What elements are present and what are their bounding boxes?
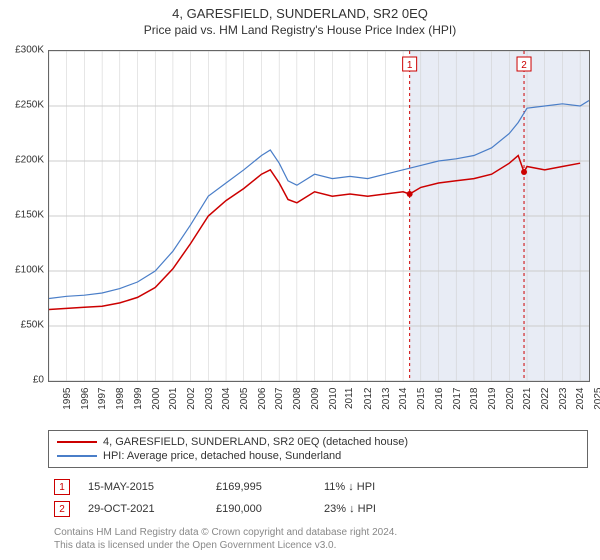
x-tick-label: 2025: [593, 388, 600, 410]
chart-subtitle: Price paid vs. HM Land Registry's House …: [0, 23, 600, 37]
chart-svg: 12: [49, 51, 589, 381]
x-tick-label: 2011: [344, 388, 355, 410]
title-block: 4, GARESFIELD, SUNDERLAND, SR2 0EQ Price…: [0, 0, 600, 37]
x-tick-label: 2001: [168, 388, 179, 410]
x-tick-label: 2007: [274, 388, 285, 410]
chart-title: 4, GARESFIELD, SUNDERLAND, SR2 0EQ: [0, 6, 600, 21]
y-tick-label: £100K: [4, 265, 44, 276]
x-tick-label: 1995: [62, 388, 73, 410]
x-tick-label: 2015: [416, 388, 427, 410]
y-tick-label: £50K: [4, 320, 44, 331]
sale-row: 1 15-MAY-2015 £169,995 11% ↓ HPI: [48, 476, 588, 498]
x-tick-label: 2008: [292, 388, 303, 410]
sale-rows: 1 15-MAY-2015 £169,995 11% ↓ HPI 2 29-OCT-202…: [48, 476, 588, 520]
attribution-line1: Contains HM Land Registry data © Crown c…: [54, 526, 582, 539]
x-tick-label: 2014: [398, 388, 409, 410]
x-tick-label: 2004: [221, 388, 232, 410]
svg-text:1: 1: [407, 60, 413, 71]
x-tick-label: 2012: [363, 388, 374, 410]
legend-row-hpi: HPI: Average price, detached house, Sund…: [57, 449, 579, 463]
x-tick-label: 2021: [522, 388, 533, 410]
attribution: Contains HM Land Registry data © Crown c…: [48, 526, 588, 552]
x-tick-label: 2005: [239, 388, 250, 410]
sale-badge: 1: [54, 479, 70, 495]
x-tick-label: 2016: [434, 388, 445, 410]
x-tick-label: 2000: [150, 388, 161, 410]
x-tick-label: 2019: [487, 388, 498, 410]
x-tick-label: 1996: [79, 388, 90, 410]
chart-container: 4, GARESFIELD, SUNDERLAND, SR2 0EQ Price…: [0, 0, 600, 560]
chart-plot-area: 12: [48, 50, 590, 382]
x-tick-label: 2020: [504, 388, 515, 410]
x-tick-label: 2023: [557, 388, 568, 410]
sale-date: 15-MAY-2015: [88, 481, 198, 493]
x-tick-label: 2009: [310, 388, 321, 410]
legend-and-sales: 4, GARESFIELD, SUNDERLAND, SR2 0EQ (deta…: [48, 430, 588, 552]
svg-text:2: 2: [521, 60, 527, 71]
y-tick-label: £250K: [4, 100, 44, 111]
legend-series-box: 4, GARESFIELD, SUNDERLAND, SR2 0EQ (deta…: [48, 430, 588, 468]
x-tick-label: 2024: [575, 388, 586, 410]
y-tick-label: £0: [4, 375, 44, 386]
x-tick-label: 2010: [327, 388, 338, 410]
legend-label-hpi: HPI: Average price, detached house, Sund…: [103, 450, 341, 462]
sale-price: £169,995: [216, 481, 306, 493]
y-tick-label: £200K: [4, 155, 44, 166]
x-tick-label: 2002: [186, 388, 197, 410]
x-tick-label: 1999: [133, 388, 144, 410]
x-tick-label: 1997: [97, 388, 108, 410]
y-tick-label: £300K: [4, 45, 44, 56]
sale-date: 29-OCT-2021: [88, 503, 198, 515]
x-tick-label: 2017: [451, 388, 462, 410]
attribution-line2: This data is licensed under the Open Gov…: [54, 539, 582, 552]
sale-price: £190,000: [216, 503, 306, 515]
x-tick-label: 2013: [380, 388, 391, 410]
x-tick-label: 2022: [540, 388, 551, 410]
sale-row: 2 29-OCT-2021 £190,000 23% ↓ HPI: [48, 498, 588, 520]
legend-label-property: 4, GARESFIELD, SUNDERLAND, SR2 0EQ (deta…: [103, 436, 408, 448]
x-tick-label: 2018: [469, 388, 480, 410]
legend-row-property: 4, GARESFIELD, SUNDERLAND, SR2 0EQ (deta…: [57, 435, 579, 449]
x-tick-label: 2006: [257, 388, 268, 410]
sale-diff: 23% ↓ HPI: [324, 503, 376, 515]
x-tick-label: 2003: [203, 388, 214, 410]
legend-swatch-hpi: [57, 455, 97, 457]
sale-badge: 2: [54, 501, 70, 517]
y-tick-label: £150K: [4, 210, 44, 221]
legend-swatch-property: [57, 441, 97, 443]
sale-diff: 11% ↓ HPI: [324, 481, 375, 493]
x-tick-label: 1998: [115, 388, 126, 410]
